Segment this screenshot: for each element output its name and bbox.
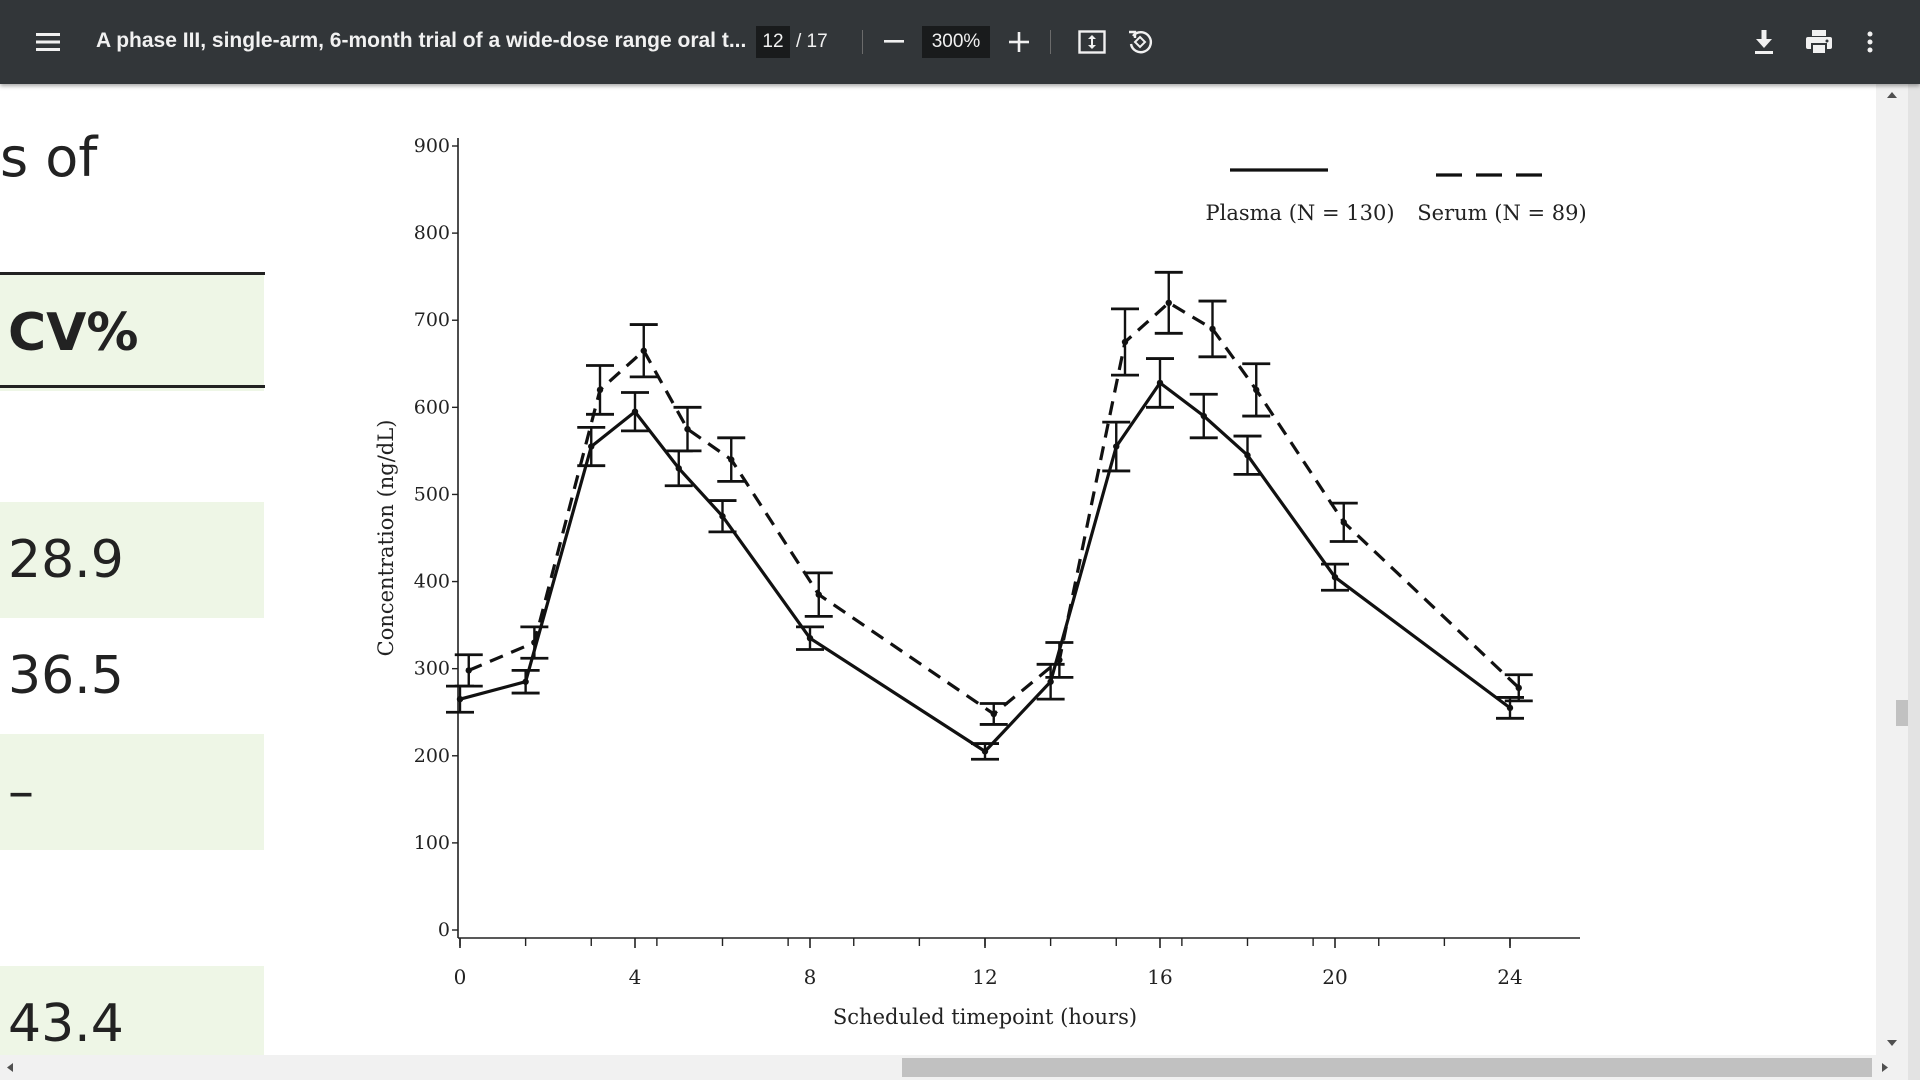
data-point — [456, 695, 464, 703]
scroll-right-arrow-icon[interactable] — [1882, 1063, 1888, 1072]
concentration-chart: 0 100 200 300 400 500 600 700 800 900 0 4 8 12 16 20 24 S… — [374, 135, 1587, 1029]
scroll-down-arrow-icon[interactable] — [1887, 1040, 1897, 1046]
toolbar-divider — [862, 30, 863, 54]
data-point — [1331, 574, 1339, 581]
y-tick-label: 300 — [414, 658, 450, 680]
y-axis-label: Concentration (ng/dL) — [374, 420, 398, 657]
table-row: 28.9 — [0, 502, 264, 618]
data-point — [531, 639, 538, 646]
page-number-input[interactable]: 12 — [756, 26, 790, 58]
y-tick-label: 600 — [414, 396, 450, 418]
x-tick-label: 0 — [454, 965, 467, 989]
pdf-toolbar: A phase III, single-arm, 6-month trial o… — [0, 0, 1920, 84]
data-point — [684, 425, 691, 433]
y-tick-label: 500 — [414, 483, 450, 505]
x-tick-label: 16 — [1147, 965, 1172, 989]
document-viewport[interactable]: s of CV% 28.9 36.5 – 43.4 0 100 200 300 400 5… — [0, 84, 1876, 1055]
data-point — [1121, 338, 1129, 346]
table-row: 43.4 — [0, 966, 264, 1055]
table-header-cell: CV% — [0, 275, 264, 391]
table-top-rule — [0, 272, 265, 275]
zoom-level-input[interactable]: 300% — [922, 26, 990, 58]
legend-label-serum: Serum (N = 89) — [1417, 201, 1586, 225]
x-tick-label: 12 — [972, 965, 997, 989]
scroll-left-arrow-icon[interactable] — [7, 1063, 13, 1072]
data-point — [1244, 452, 1251, 459]
data-point — [1209, 325, 1216, 333]
y-tick-label: 900 — [414, 135, 450, 157]
horizontal-scroll-thumb[interactable] — [902, 1058, 1872, 1077]
document-title: A phase III, single-arm, 6-month trial o… — [96, 29, 747, 52]
series-line-serum — [468, 300, 1520, 716]
data-point — [806, 634, 814, 642]
x-tick-label: 8 — [804, 965, 817, 989]
minus-icon[interactable] — [876, 26, 912, 58]
y-tick-label: 100 — [414, 832, 450, 854]
fit-to-page-icon[interactable] — [1074, 24, 1110, 60]
data-point — [1156, 379, 1164, 387]
data-point — [588, 443, 595, 450]
data-point — [1515, 684, 1522, 692]
data-point — [1340, 519, 1347, 526]
data-point — [1113, 443, 1120, 450]
data-point — [675, 465, 682, 472]
data-point — [1047, 678, 1054, 685]
data-point — [1200, 412, 1207, 420]
table-cell-value: 43.4 — [8, 994, 124, 1054]
y-tick-label: 800 — [414, 222, 450, 244]
data-point — [1253, 386, 1260, 394]
plus-icon[interactable] — [1001, 24, 1037, 60]
table-row: 36.5 — [0, 618, 264, 734]
data-point — [522, 678, 529, 685]
data-point — [815, 591, 822, 598]
scrollbar-gutter — [1908, 84, 1920, 1080]
data-point — [1165, 299, 1172, 306]
horizontal-scrollbar[interactable] — [0, 1055, 1908, 1080]
scroll-up-arrow-icon[interactable] — [1887, 92, 1897, 98]
section-heading-fragment: s of — [0, 126, 98, 189]
x-axis-label: Scheduled timepoint (hours) — [833, 1005, 1137, 1029]
x-tick-label: 24 — [1497, 965, 1522, 989]
download-icon[interactable] — [1746, 22, 1782, 62]
table-row: – — [0, 734, 264, 850]
y-tick-label: 400 — [414, 571, 450, 593]
table-cell-value: 36.5 — [8, 646, 124, 706]
data-point — [1506, 704, 1514, 712]
data-point — [719, 513, 726, 520]
data-point — [1056, 656, 1063, 664]
pdf-page: s of CV% 28.9 36.5 – 43.4 0 100 200 300 400 5… — [0, 84, 1876, 1055]
legend-label-plasma: Plasma (N = 130) — [1205, 201, 1394, 225]
data-point — [465, 667, 472, 674]
table-header-cv: CV% — [8, 303, 139, 363]
more-vert-icon[interactable] — [1856, 22, 1884, 62]
data-point — [990, 710, 997, 718]
data-point — [631, 408, 639, 415]
hamburger-menu-icon[interactable] — [28, 22, 68, 62]
x-tick-label: 4 — [629, 965, 642, 989]
x-tick-label: 20 — [1322, 965, 1347, 989]
table-cell-value: – — [8, 762, 34, 822]
table-header-rule — [0, 385, 265, 388]
page-total: / 17 — [796, 31, 828, 52]
print-icon[interactable] — [1800, 22, 1838, 62]
data-point — [728, 456, 735, 463]
data-point — [640, 347, 647, 354]
table-cell-value: 28.9 — [8, 530, 124, 590]
vertical-scrollbar[interactable] — [1876, 84, 1908, 1055]
rotate-icon[interactable] — [1122, 24, 1158, 60]
y-tick-label: 200 — [414, 745, 450, 767]
y-tick-label: 0 — [438, 919, 450, 941]
y-tick-label: 700 — [414, 309, 450, 331]
series-line-plasma — [459, 380, 1511, 754]
toolbar-divider — [1050, 30, 1051, 54]
data-point — [596, 386, 604, 394]
data-point — [981, 748, 989, 755]
